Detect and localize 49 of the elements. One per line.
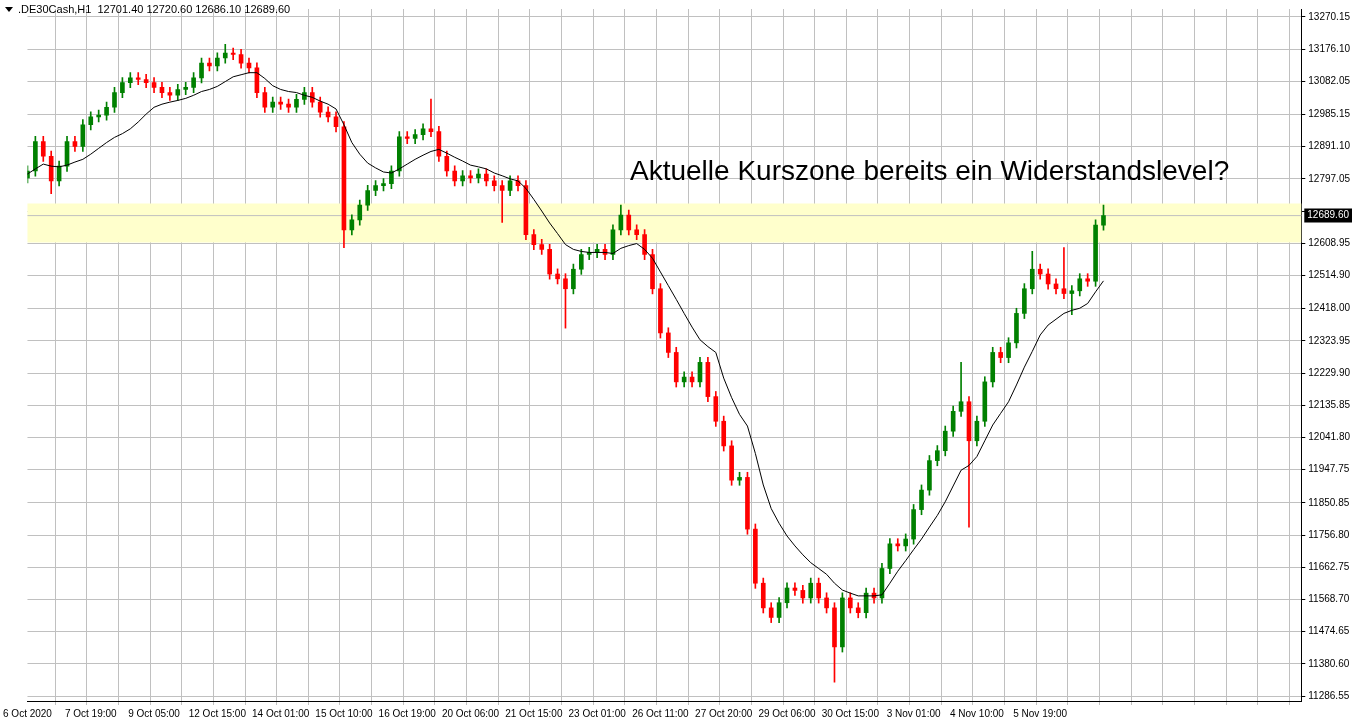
x-tick-label: 6 Oct 2020 [3, 707, 53, 719]
y-tick-label: 11850.85 [1308, 496, 1350, 508]
candlestick [183, 81, 189, 95]
x-tick-label: 26 Oct 11:00 [632, 707, 690, 719]
y-tick-label: 12797.05 [1308, 172, 1351, 184]
x-tick-label: 7 Oct 19:00 [64, 707, 118, 719]
y-tick-label: 13176.10 [1308, 42, 1351, 54]
y-tick-label: 12041.80 [1308, 431, 1351, 443]
y-tick-label: 11947.75 [1308, 463, 1350, 475]
x-tick-label: 12 Oct 15:00 [188, 707, 247, 719]
x-tick-label: 20 Oct 06:00 [441, 707, 500, 719]
y-tick-label: 12608.95 [1308, 236, 1351, 248]
x-tick-label: 15 Oct 10:00 [315, 707, 374, 719]
x-tick-label: 30 Oct 15:00 [821, 707, 880, 719]
candlestick [135, 72, 141, 85]
annotation: Aktuelle Kurszone bereits ein Widerstandslevel? [630, 155, 1230, 187]
candlestick [1069, 285, 1075, 316]
x-tick-label: 5 Nov 19:00 [1013, 707, 1068, 719]
x-tick-label: 27 Oct 20:00 [695, 707, 753, 719]
x-tick-label: 16 Oct 19:00 [378, 707, 437, 719]
x-tick-label: 9 Oct 05:00 [128, 707, 181, 719]
y-tick-label: 11474.65 [1308, 625, 1350, 637]
y-tick-label: 11568.70 [1308, 593, 1350, 605]
x-tick-label: 3 Nov 01:00 [886, 707, 941, 719]
y-tick-label: 12135.85 [1308, 398, 1351, 410]
x-tick-label: 23 Oct 01:00 [568, 707, 627, 719]
x-tick-label: 21 Oct 15:00 [505, 707, 563, 719]
y-tick-label: 12418.00 [1308, 302, 1351, 314]
y-tick-label: 11662.75 [1308, 560, 1350, 572]
y-tick-label: 13082.05 [1308, 74, 1351, 86]
candlestick [499, 180, 505, 223]
ref-line-label: 12689.60 [1307, 209, 1350, 221]
x-tick-label: 14 Oct 01:00 [252, 707, 310, 719]
y-tick-label: 12229.90 [1308, 366, 1351, 378]
y-tick-label: 12323.95 [1308, 334, 1351, 346]
candlestick [230, 47, 236, 61]
candlestick [1061, 247, 1067, 299]
candlestick [958, 362, 964, 417]
y-tick-label: 12891.10 [1308, 140, 1351, 152]
chart-title: .DE30Cash,H1 12701.40 12720.60 12686.10 12689.60 [18, 3, 291, 15]
y-tick-label: 11380.60 [1308, 657, 1350, 669]
x-tick-label: 4 Nov 10:00 [949, 707, 1005, 719]
candlestick [404, 131, 410, 144]
y-tick-label: 12985.15 [1308, 108, 1351, 120]
x-tick-label: 29 Oct 06:00 [758, 707, 817, 719]
y-tick-label: 12514.90 [1308, 269, 1351, 281]
y-tick-label: 11756.80 [1308, 528, 1350, 540]
y-tick-label: 13270.15 [1308, 10, 1351, 22]
y-tick-label: 11286.55 [1308, 689, 1350, 701]
